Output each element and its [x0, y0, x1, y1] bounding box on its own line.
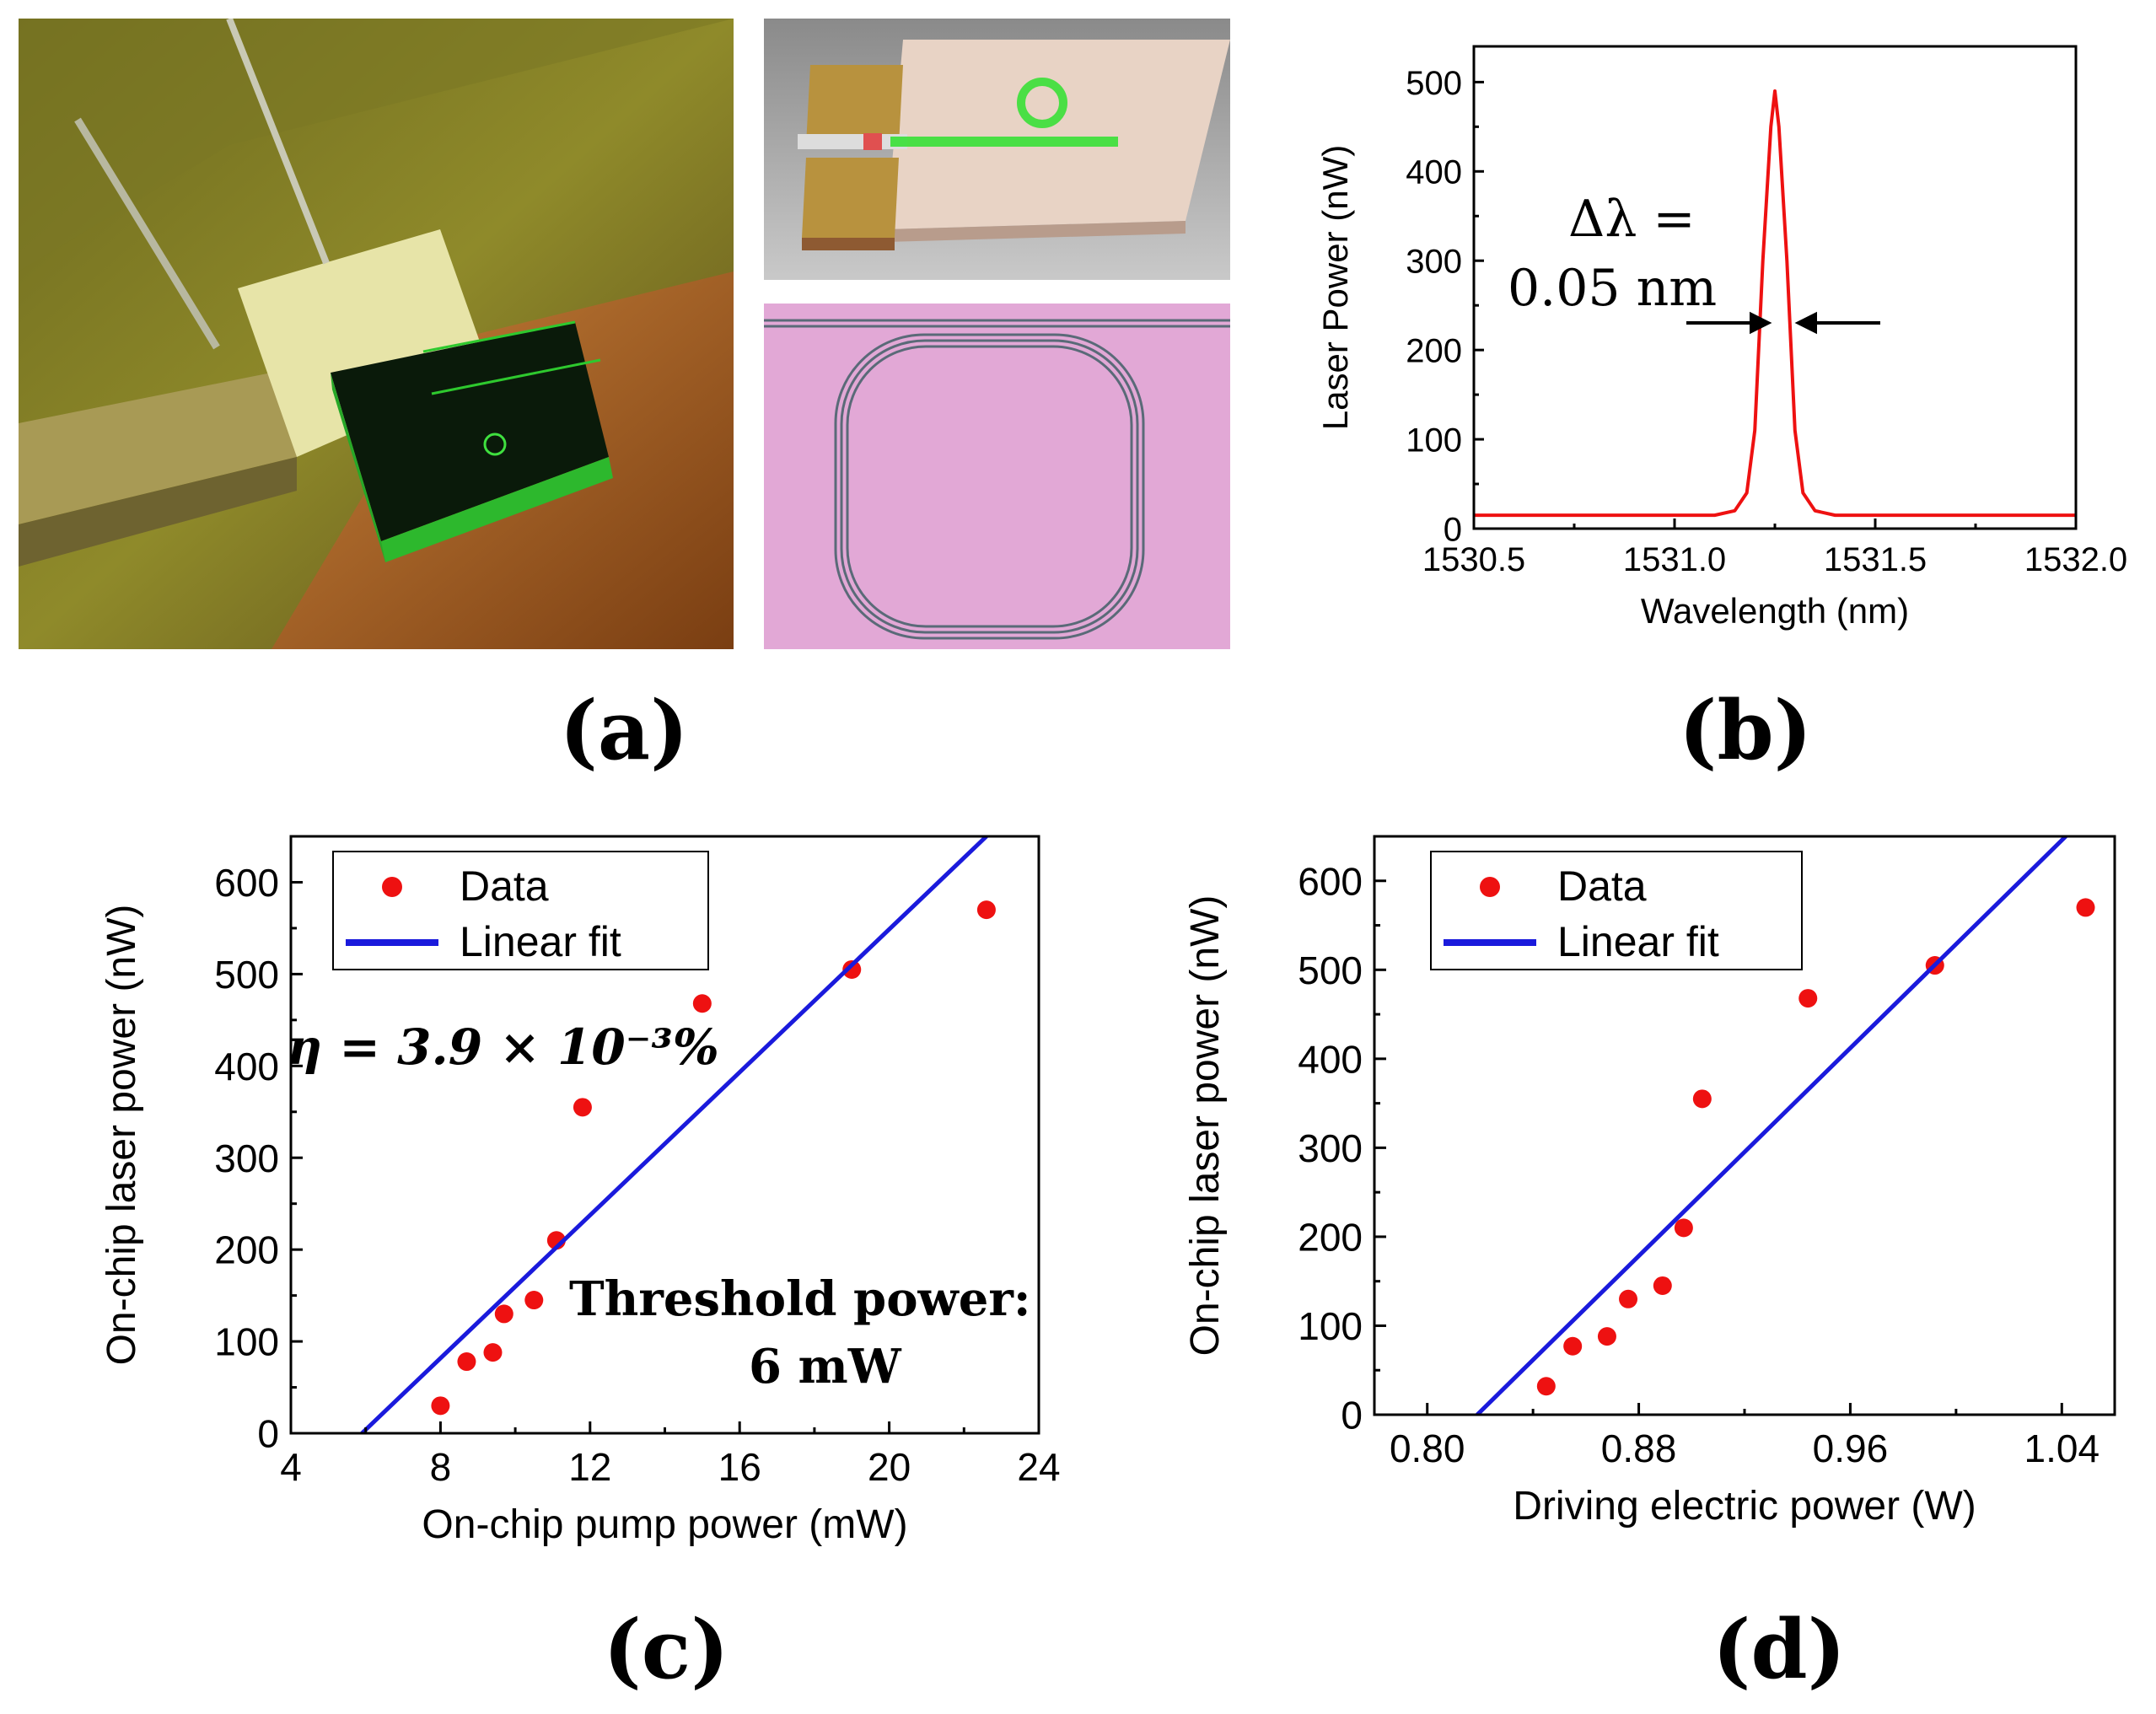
- y-tick-label-d-5: 500: [1298, 948, 1363, 992]
- y-tick-label-b-1: 100: [1406, 422, 1462, 459]
- fit-line-c: [360, 836, 988, 1433]
- data-point-d-2: [1597, 1327, 1616, 1346]
- x-tick-label-b-2: 1531.5: [1824, 541, 1927, 578]
- data-point-d-6: [1692, 1089, 1712, 1109]
- y-tick-label-c-6: 600: [214, 861, 279, 905]
- x-tick-label-d-0: 0.80: [1390, 1427, 1465, 1470]
- y-axis-label-d: On-chip laser power (nW): [1183, 895, 1228, 1357]
- efficiency-annotation: η = 3.9 × 10⁻³%: [287, 1018, 719, 1076]
- y-tick-label-c-3: 300: [214, 1136, 279, 1180]
- x-tick-label-b-1: 1531.0: [1623, 541, 1726, 578]
- legend-marker-data-d: [1480, 877, 1500, 897]
- y-tick-label-c-2: 200: [214, 1228, 279, 1272]
- x-tick-label-c-2: 12: [568, 1445, 611, 1489]
- microring-micrograph: [764, 304, 1230, 649]
- y-tick-label-d-4: 400: [1298, 1037, 1363, 1081]
- y-tick-label-b-0: 0: [1444, 511, 1462, 548]
- data-point-c-9: [976, 900, 996, 920]
- y-tick-label-d-3: 300: [1298, 1126, 1363, 1170]
- y-axis-label-c: On-chip laser power (nW): [99, 905, 144, 1366]
- y-tick-label-c-5: 500: [214, 953, 279, 997]
- x-tick-label-b-3: 1532.0: [2024, 541, 2127, 578]
- x-tick-label-c-1: 8: [430, 1445, 452, 1489]
- y-tick-label-d-1: 100: [1298, 1304, 1363, 1348]
- y-tick-label-c-4: 400: [214, 1045, 279, 1088]
- x-tick-label-d-3: 1.04: [2024, 1427, 2100, 1470]
- panel-label-b: (b): [1679, 683, 1812, 778]
- legend-box-c: [332, 851, 709, 970]
- y-tick-label-b-5: 500: [1406, 65, 1462, 102]
- x-tick-label-c-3: 16: [718, 1445, 761, 1489]
- device-photo: [19, 19, 734, 649]
- data-point-d-5: [1674, 1218, 1693, 1238]
- y-tick-label-c-1: 100: [214, 1320, 279, 1364]
- legend-marker-data-c: [382, 877, 402, 897]
- data-point-d-1: [1563, 1336, 1583, 1356]
- panel-label-a: (a): [559, 683, 689, 778]
- x-axis-label-b: Wavelength (nm): [1641, 591, 1909, 631]
- data-point-d-7: [1798, 989, 1818, 1008]
- data-point-c-3: [494, 1304, 513, 1324]
- x-tick-label-d-2: 0.96: [1813, 1427, 1889, 1470]
- x-tick-label-b-0: 1530.5: [1422, 541, 1525, 578]
- linewidth-arrows: [1686, 311, 1880, 335]
- x-tick-label-d-1: 0.88: [1601, 1427, 1677, 1470]
- data-point-c-6: [573, 1098, 592, 1117]
- legend-label-c-1: Linear fit: [460, 918, 621, 965]
- data-point-c-1: [457, 1352, 476, 1372]
- y-tick-label-b-2: 200: [1406, 333, 1462, 370]
- x-tick-label-c-5: 24: [1017, 1445, 1060, 1489]
- device-schematic: [764, 19, 1230, 280]
- threshold-annotation-line1: Threshold power:: [569, 1271, 1031, 1327]
- spectrum-line: [1474, 89, 2076, 518]
- data-point-c-7: [692, 994, 712, 1013]
- data-point-d-4: [1653, 1276, 1672, 1295]
- data-point-c-2: [483, 1343, 503, 1362]
- data-point-d-0: [1536, 1377, 1556, 1396]
- x-tick-label-c-4: 20: [868, 1445, 911, 1489]
- legend-label-d-0: Data: [1557, 862, 1647, 910]
- linewidth-annotation-line1: Δλ =: [1568, 190, 1696, 249]
- y-tick-label-b-3: 300: [1406, 244, 1462, 281]
- y-tick-label-b-4: 400: [1406, 154, 1462, 191]
- linewidth-annotation-line2: 0.05 nm: [1508, 259, 1717, 318]
- y-tick-label-d-0: 0: [1341, 1394, 1363, 1437]
- legend-label-d-1: Linear fit: [1557, 918, 1719, 965]
- x-tick-label-c-0: 4: [280, 1445, 302, 1489]
- legend-label-c-0: Data: [460, 862, 549, 910]
- threshold-annotation-line2: 6 mW: [749, 1339, 902, 1394]
- legend-box-d: [1430, 851, 1803, 970]
- x-axis-label-d: Driving electric power (W): [1513, 1484, 1976, 1529]
- y-tick-label-c-0: 0: [257, 1412, 279, 1456]
- data-point-c-4: [524, 1291, 544, 1310]
- panel-label-c: (c): [603, 1602, 729, 1697]
- data-point-d-9: [2076, 898, 2095, 917]
- data-point-c-0: [431, 1396, 450, 1416]
- x-axis-label-c: On-chip pump power (mW): [422, 1502, 907, 1547]
- spectrum-chart: 1530.5 1531.0 1531.5 1532.0 0 100 200 300 400 500…: [1315, 45, 2127, 631]
- fit-line-d: [1476, 836, 2067, 1415]
- data-point-c-8: [842, 959, 862, 979]
- y-tick-label-d-2: 200: [1298, 1215, 1363, 1259]
- y-axis-label-b: Laser Power (nW): [1315, 145, 1355, 430]
- panel-label-d: (d): [1712, 1602, 1846, 1697]
- data-point-d-3: [1619, 1289, 1638, 1308]
- y-tick-label-d-6: 600: [1298, 859, 1363, 903]
